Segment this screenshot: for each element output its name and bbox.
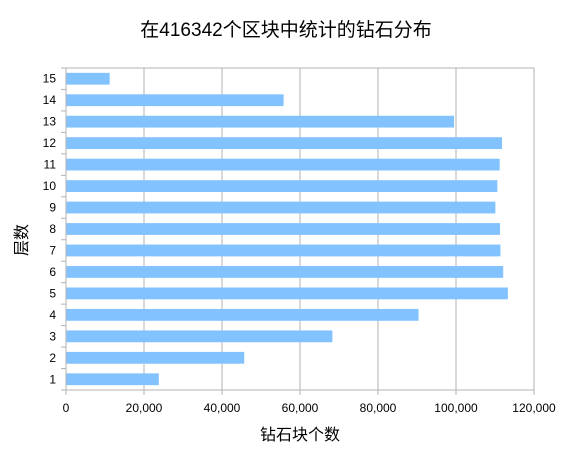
x-tick-label: 40,000: [204, 401, 241, 415]
y-tick-label: 8: [49, 222, 56, 236]
y-tick-label: 2: [49, 351, 56, 365]
bar-layer-9: [66, 201, 496, 214]
bar-layer-15: [66, 72, 110, 85]
x-tick-labels: 0 20,000 40,000 60,000 80,000 100,000 120,000: [63, 401, 556, 415]
chart-title: 在416342个区块中统计的钻石分布: [140, 19, 431, 41]
bar-layer-1: [66, 373, 159, 386]
bar-layer-8: [66, 223, 501, 235]
bar-layer-4: [66, 308, 419, 321]
x-tick-label: 100,000: [434, 401, 478, 415]
bar-layer-10: [66, 180, 498, 192]
x-tick-label: 60,000: [282, 401, 319, 415]
y-tick-label: 10: [43, 179, 57, 193]
y-tick-label: 3: [49, 329, 56, 343]
x-tick-label: 0: [63, 401, 70, 415]
y-tick-label: 1: [49, 372, 56, 386]
y-tick-label: 5: [49, 286, 56, 300]
x-tick-label: 20,000: [126, 401, 163, 415]
y-axis-title: 层数: [13, 224, 31, 256]
x-axis-title: 钻石块个数: [260, 426, 340, 444]
bars: [66, 72, 508, 386]
y-tick-label: 12: [43, 136, 57, 150]
bar-layer-3: [66, 330, 333, 343]
x-tick-label: 80,000: [360, 401, 397, 415]
y-tick-label: 11: [44, 158, 57, 172]
bar-layer-2: [66, 351, 245, 364]
bar-layer-12: [66, 137, 503, 150]
y-tick-label: 7: [49, 243, 56, 257]
y-tick-label: 13: [43, 115, 57, 129]
bar-layer-6: [66, 266, 504, 278]
y-tick-label: 9: [49, 201, 56, 215]
bar-layer-14: [66, 94, 284, 107]
y-tick-label: 4: [49, 308, 56, 322]
bar-layer-13: [66, 115, 455, 128]
bar-layer-7: [66, 244, 501, 257]
bar-layer-11: [66, 158, 500, 171]
bar-layer-5: [66, 287, 508, 300]
y-tick-label: 15: [43, 72, 57, 86]
y-tick-label: 14: [43, 93, 57, 107]
y-tick-label: 6: [49, 265, 56, 279]
x-tick-label: 120,000: [512, 401, 556, 415]
